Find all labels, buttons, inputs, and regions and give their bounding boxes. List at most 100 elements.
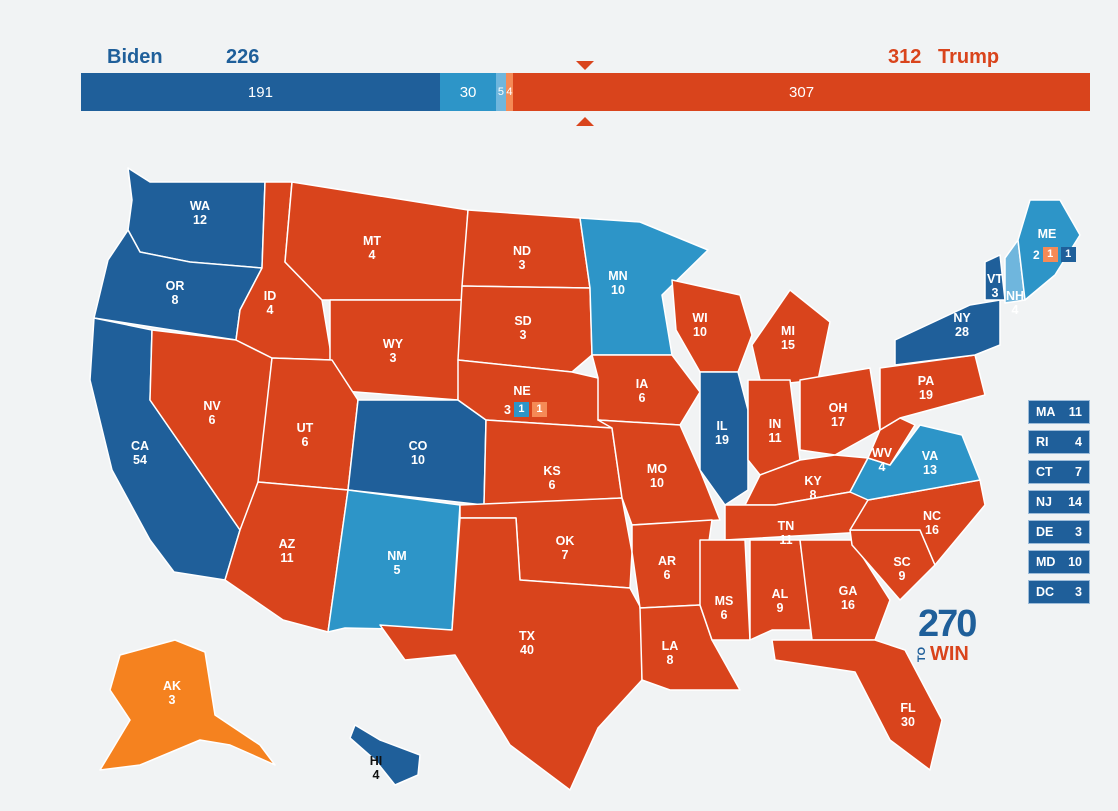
state-box-de[interactable]: DE 3 xyxy=(1028,520,1090,544)
maine-statewide-ev: 2 xyxy=(1033,247,1040,262)
state-label-ia: IA 6 xyxy=(636,377,649,405)
northeast-states-list: MA 11 RI 4 CT 7 NJ 14 DE 3 MD 10 DC 3 xyxy=(1028,400,1090,610)
state-label-tn: TN 11 xyxy=(778,519,795,547)
state-label-ms: MS 6 xyxy=(715,594,734,622)
state-label-wa: WA 12 xyxy=(190,199,210,227)
majority-marker-top-icon xyxy=(576,61,594,70)
biden-name: Biden xyxy=(107,46,163,68)
state-mn[interactable] xyxy=(579,217,709,356)
state-label-tx: TX 40 xyxy=(519,629,536,657)
state-label-co: CO 10 xyxy=(409,439,428,467)
state-label-wv: WV 4 xyxy=(872,446,893,474)
state-label-oh: OH 17 xyxy=(829,401,848,429)
state-label-ca: CA 54 xyxy=(131,439,149,467)
state-hi[interactable] xyxy=(349,724,421,786)
state-label-fl: FL 30 xyxy=(900,701,916,729)
state-sd[interactable] xyxy=(457,285,593,373)
state-box-ev: 3 xyxy=(1075,585,1082,599)
state-label-nm: NM 5 xyxy=(387,549,406,577)
maine-district-1-box[interactable]: 1 xyxy=(1042,247,1058,262)
logo-win: WIN xyxy=(930,643,969,665)
state-box-abbr: CT xyxy=(1036,465,1053,479)
state-box-abbr: MD xyxy=(1036,555,1056,569)
state-label-or: OR 8 xyxy=(166,279,185,307)
state-label-sd: SD 3 xyxy=(514,314,531,342)
state-label-ks: KS 6 xyxy=(543,464,560,492)
state-label-vt: VT 3 xyxy=(987,272,1003,300)
state-box-ma[interactable]: MA 11 xyxy=(1028,400,1090,424)
state-label-nh: NH 4 xyxy=(1006,289,1024,317)
state-wi[interactable] xyxy=(671,279,753,373)
state-ak[interactable] xyxy=(99,639,276,771)
state-label-pa: PA 19 xyxy=(918,374,934,402)
nebraska-district-1-box[interactable]: 1 xyxy=(513,402,529,417)
state-label-ga: GA 16 xyxy=(839,584,858,612)
state-wv[interactable] xyxy=(867,417,916,466)
electoral-vote-bar: 191 30 5 4 307 xyxy=(81,73,1090,111)
state-label-ak: AK 3 xyxy=(163,679,181,707)
state-box-ev: 4 xyxy=(1075,435,1082,449)
bar-segment-4: 307 xyxy=(513,73,1090,111)
state-box-ev: 11 xyxy=(1068,405,1082,419)
state-label-id: ID 4 xyxy=(264,289,277,317)
state-label-ar: AR 6 xyxy=(658,554,676,582)
state-oh[interactable] xyxy=(799,367,881,456)
state-label-mt: MT 4 xyxy=(363,234,381,262)
state-box-nj[interactable]: NJ 14 xyxy=(1028,490,1090,514)
state-tx[interactable] xyxy=(379,517,643,791)
state-label-me: ME xyxy=(1038,227,1057,241)
state-box-ct[interactable]: CT 7 xyxy=(1028,460,1090,484)
state-label-ny: NY 28 xyxy=(953,311,971,339)
nebraska-split: 3 1 1 xyxy=(504,402,547,417)
maine-split: 2 1 1 xyxy=(1033,247,1076,262)
state-box-ri[interactable]: RI 4 xyxy=(1028,430,1090,454)
nebraska-statewide-ev: 3 xyxy=(504,402,511,417)
bar-segment-1: 30 xyxy=(439,73,497,111)
state-label-ut: UT 6 xyxy=(297,421,314,449)
bar-segment-2: 5 xyxy=(496,73,506,111)
state-ga[interactable] xyxy=(799,539,891,641)
bar-segment-3: 4 xyxy=(505,73,514,111)
nebraska-district-2-box[interactable]: 1 xyxy=(531,402,547,417)
state-label-ky: KY 8 xyxy=(804,474,822,502)
state-ms[interactable] xyxy=(699,539,751,641)
state-box-dc[interactable]: DC 3 xyxy=(1028,580,1090,604)
state-label-nd: ND 3 xyxy=(513,244,531,272)
state-box-abbr: RI xyxy=(1036,435,1049,449)
state-label-la: LA 8 xyxy=(662,639,679,667)
state-box-ev: 10 xyxy=(1068,555,1082,569)
logo-to: TO xyxy=(916,647,928,663)
state-al[interactable] xyxy=(749,539,813,641)
state-label-ne: NE xyxy=(513,384,530,398)
state-box-md[interactable]: MD 10 xyxy=(1028,550,1090,574)
state-label-wi: WI 10 xyxy=(692,311,707,339)
state-box-abbr: DC xyxy=(1036,585,1055,599)
state-label-mi: MI 15 xyxy=(781,324,795,352)
270towin-logo: 270 TO WIN xyxy=(915,603,985,665)
state-label-al: AL 9 xyxy=(772,587,789,615)
state-label-wy: WY 3 xyxy=(383,337,404,365)
state-label-nc: NC 16 xyxy=(923,509,941,537)
state-box-ev: 14 xyxy=(1068,495,1082,509)
state-ks[interactable] xyxy=(483,419,623,506)
trump-total: 312 xyxy=(888,46,922,68)
state-label-ok: OK 7 xyxy=(556,534,575,562)
maine-district-2-box[interactable]: 1 xyxy=(1060,247,1076,262)
bar-segment-0: 191 xyxy=(81,73,440,111)
state-il[interactable] xyxy=(699,371,749,506)
state-label-mo: MO 10 xyxy=(647,462,667,490)
state-label-hi: HI 4 xyxy=(370,754,383,782)
electoral-tally-header: Biden 226 312 Trump 191 30 5 4 307 xyxy=(0,0,1118,130)
state-fl[interactable] xyxy=(771,639,943,771)
state-label-va: VA 13 xyxy=(922,449,938,477)
state-ny[interactable] xyxy=(894,299,1001,366)
state-label-az: AZ 11 xyxy=(279,537,296,565)
logo-number: 270 xyxy=(918,603,977,645)
trump-name: Trump xyxy=(938,46,1000,68)
majority-marker-bottom-icon xyxy=(576,117,594,126)
state-label-in: IN 11 xyxy=(768,417,781,445)
state-box-abbr: DE xyxy=(1036,525,1054,539)
state-box-abbr: NJ xyxy=(1036,495,1052,509)
state-label-mn: MN 10 xyxy=(608,269,627,297)
